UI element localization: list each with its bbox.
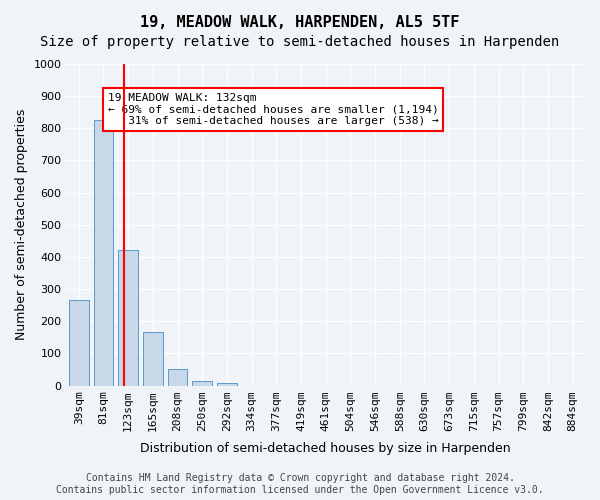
Bar bbox=[193, 382, 212, 386]
Bar bbox=[94, 120, 113, 386]
Text: 19 MEADOW WALK: 132sqm
← 69% of semi-detached houses are smaller (1,194)
   31% : 19 MEADOW WALK: 132sqm ← 69% of semi-det… bbox=[108, 93, 439, 126]
Bar bbox=[217, 382, 237, 386]
Text: Contains HM Land Registry data © Crown copyright and database right 2024.
Contai: Contains HM Land Registry data © Crown c… bbox=[56, 474, 544, 495]
Bar bbox=[143, 332, 163, 386]
X-axis label: Distribution of semi-detached houses by size in Harpenden: Distribution of semi-detached houses by … bbox=[140, 442, 511, 455]
Y-axis label: Number of semi-detached properties: Number of semi-detached properties bbox=[15, 109, 28, 340]
Bar bbox=[167, 369, 187, 386]
Text: Size of property relative to semi-detached houses in Harpenden: Size of property relative to semi-detach… bbox=[40, 35, 560, 49]
Text: 19, MEADOW WALK, HARPENDEN, AL5 5TF: 19, MEADOW WALK, HARPENDEN, AL5 5TF bbox=[140, 15, 460, 30]
Bar bbox=[69, 300, 89, 386]
Bar bbox=[118, 250, 138, 386]
